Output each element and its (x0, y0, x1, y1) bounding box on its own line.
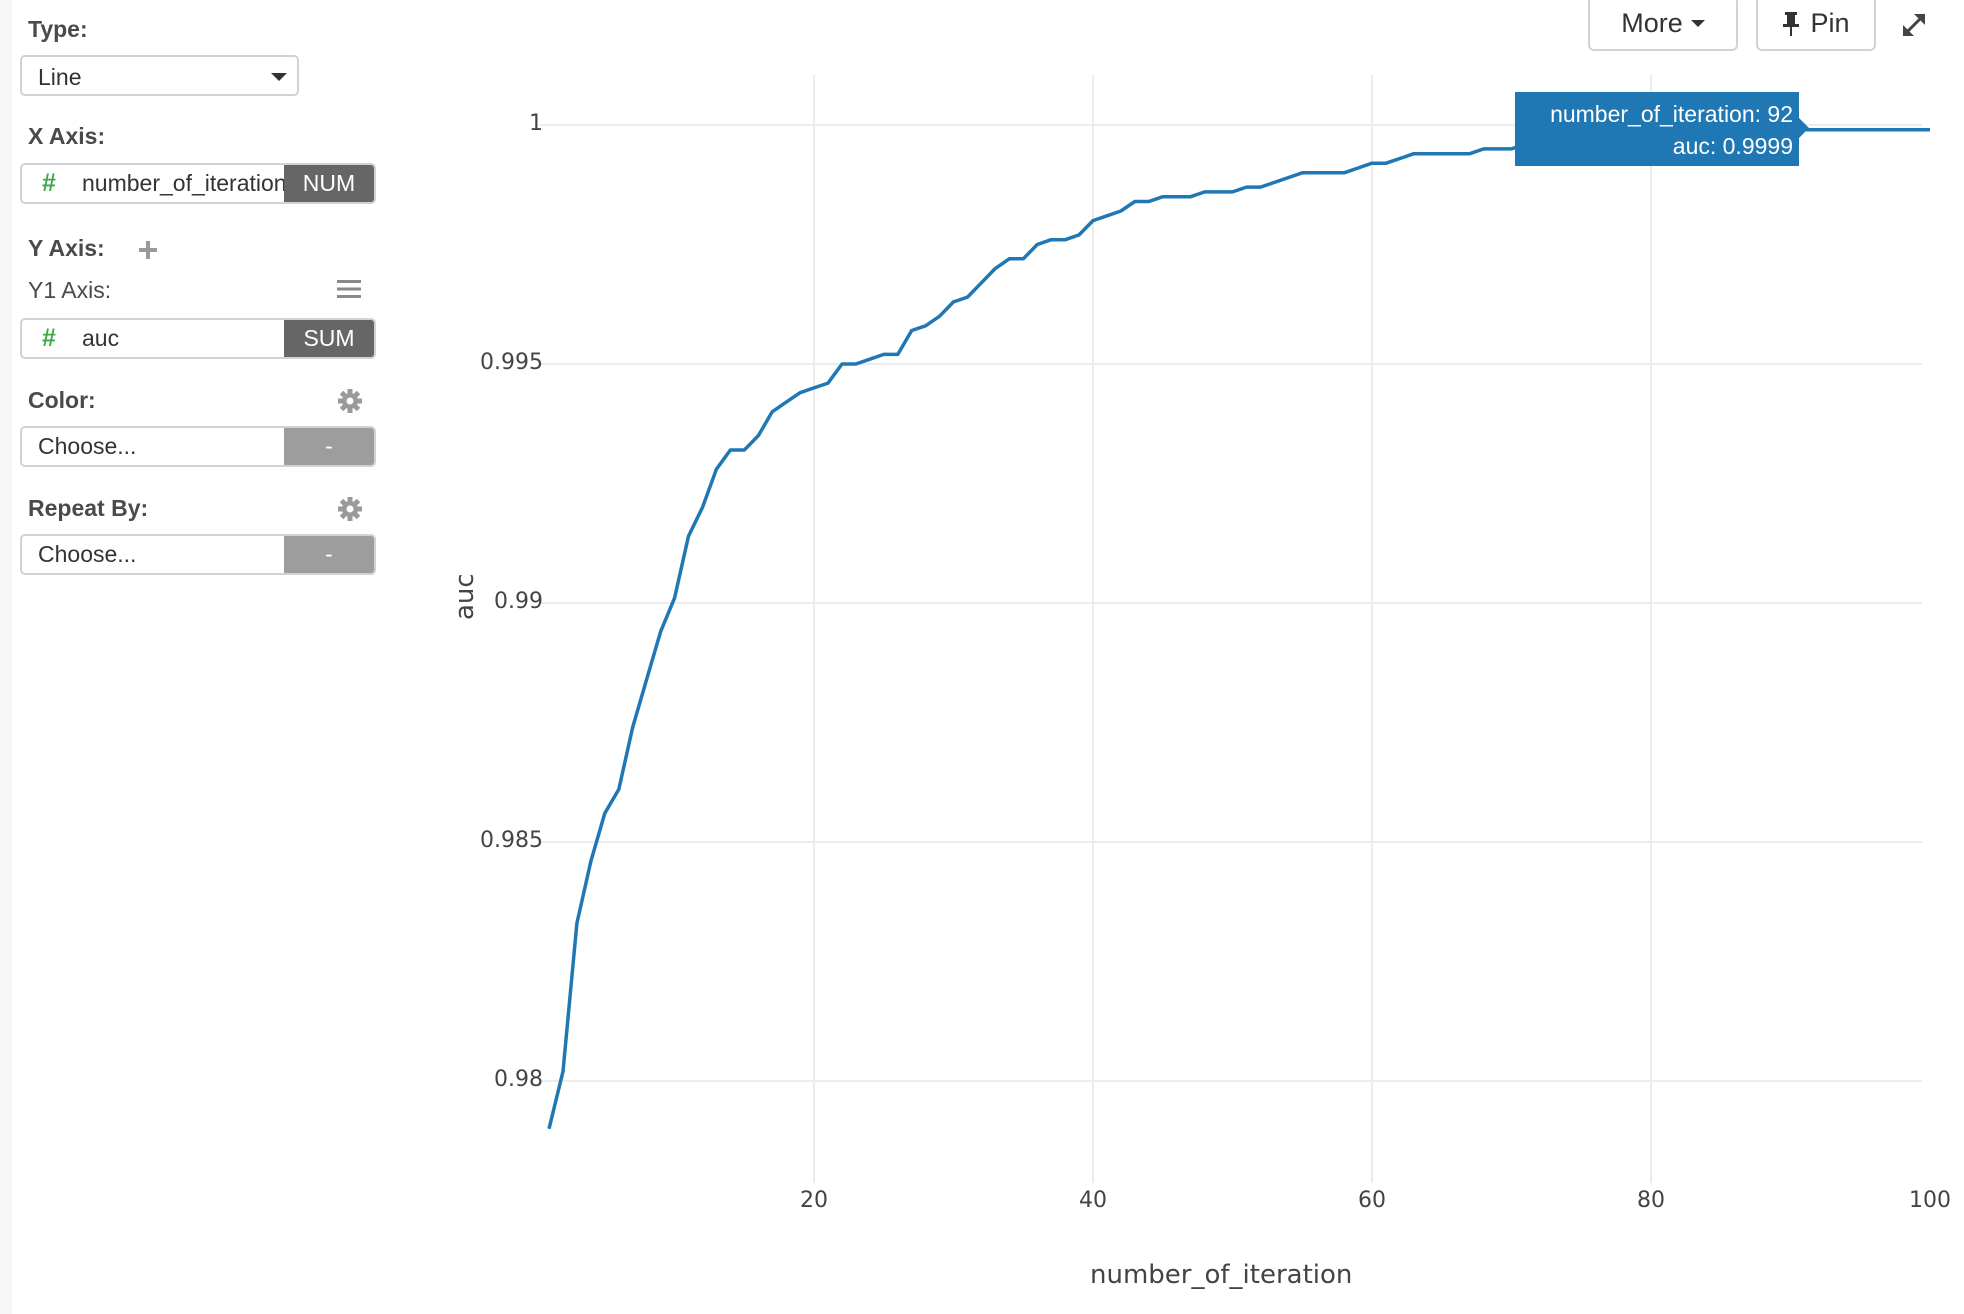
x-tick-label: 100 (1909, 1188, 1952, 1213)
color-settings-gear-icon[interactable] (337, 388, 363, 414)
y1-axis-field[interactable]: # auc SUM (20, 318, 376, 359)
chart-config-sidebar: Type: Line X Axis: # number_of_iteration… (12, 0, 392, 1314)
y1-axis-label: Y1 Axis: (28, 277, 112, 303)
menu-hamburger-icon[interactable] (336, 278, 362, 300)
pin-button[interactable]: Pin (1756, 0, 1876, 51)
numeric-type-icon: # (42, 324, 56, 352)
x-axis-title: number_of_iteration (1090, 1260, 1353, 1290)
tooltip-pointer (1799, 118, 1809, 138)
more-label: More (1621, 8, 1683, 38)
chart-type-select[interactable]: Line (20, 55, 299, 96)
numeric-type-icon: # (42, 169, 56, 197)
color-label: Color: (28, 387, 96, 413)
repeat-settings-gear-icon[interactable] (337, 496, 363, 522)
x-axis-field[interactable]: # number_of_iteration NUM (20, 163, 376, 204)
chevron-down-icon (271, 73, 287, 81)
y-tick-label: 0.995 (480, 350, 543, 375)
color-clear-button[interactable]: - (284, 428, 374, 465)
x-tick-label: 80 (1637, 1188, 1666, 1213)
repeat-by-field[interactable]: Choose... - (20, 534, 376, 575)
caret-down-icon (1690, 20, 1705, 27)
color-placeholder: Choose... (38, 433, 137, 459)
left-edge-strip (0, 0, 12, 1314)
x-axis-column: number_of_iteration (82, 170, 284, 196)
y-tick-label: 0.98 (494, 1067, 543, 1092)
hover-tooltip: number_of_iteration: 92 auc: 0.9999 (1515, 92, 1799, 166)
expand-icon[interactable] (1900, 11, 1928, 39)
pin-label: Pin (1810, 8, 1850, 38)
y-tick-label: 0.99 (494, 589, 543, 614)
pin-icon (1783, 11, 1800, 36)
y1-axis-column: auc (82, 325, 120, 351)
x-axis-label: X Axis: (28, 123, 106, 149)
more-dropdown-button[interactable]: More (1588, 0, 1738, 51)
repeat-by-placeholder: Choose... (38, 541, 137, 567)
y-tick-label: 0.985 (480, 828, 543, 853)
y-axis-label: Y Axis: (28, 235, 105, 261)
tooltip-x-value: number_of_iteration: 92 (1550, 101, 1793, 127)
type-label: Type: (28, 16, 88, 42)
y-tick-label: 1 (529, 111, 543, 136)
add-y-axis-plus-icon[interactable] (138, 240, 158, 260)
color-field[interactable]: Choose... - (20, 426, 376, 467)
x-tick-label: 20 (800, 1188, 829, 1213)
repeat-by-clear-button[interactable]: - (284, 536, 374, 573)
tooltip-y-value: auc: 0.9999 (1672, 133, 1793, 159)
chart-gridlines (540, 75, 1922, 1183)
repeat-by-label: Repeat By: (28, 495, 149, 521)
x-tick-label: 40 (1079, 1188, 1108, 1213)
y-axis-title: auc (450, 573, 480, 620)
x-axis-aggregation-button[interactable]: NUM (284, 165, 374, 202)
chart-type-value: Line (38, 64, 82, 90)
y1-aggregation-button[interactable]: SUM (284, 320, 374, 357)
x-tick-label: 60 (1358, 1188, 1387, 1213)
auc-series-line[interactable] (547, 128, 1930, 1130)
